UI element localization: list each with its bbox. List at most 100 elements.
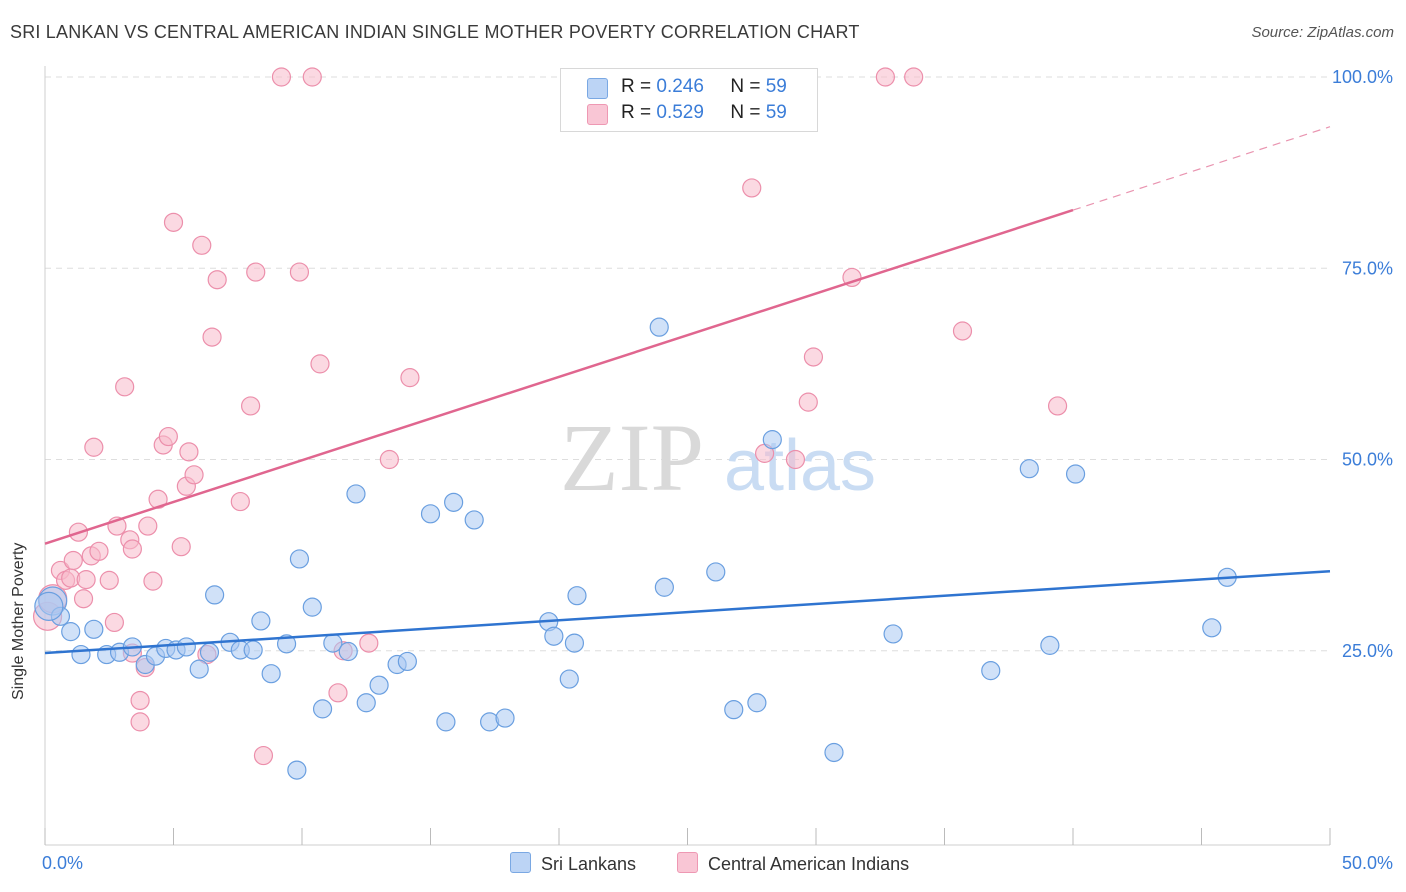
bottom-legend-sri-lankans: Sri Lankans — [510, 852, 636, 875]
data-point — [742, 178, 762, 198]
n-label: N = — [730, 102, 761, 123]
data-point — [122, 539, 142, 559]
data-point — [179, 442, 199, 462]
bottom-legend-central-american-indians: Central American Indians — [677, 852, 909, 875]
data-point — [356, 693, 376, 713]
bottom-legend-swatch-blue — [510, 852, 531, 873]
data-point — [189, 659, 209, 679]
data-point — [1040, 635, 1060, 655]
trend-line-extrapolated — [1072, 126, 1331, 211]
data-point — [706, 562, 726, 582]
data-point — [199, 642, 220, 662]
data-point — [138, 516, 158, 536]
r-value: 0.529 — [656, 102, 704, 123]
data-point — [952, 321, 973, 341]
data-point — [495, 708, 515, 728]
trend-lines — [44, 126, 1331, 655]
data-point — [824, 742, 844, 763]
data-point — [1019, 459, 1039, 479]
data-point — [444, 492, 464, 512]
data-point — [785, 449, 806, 470]
data-point — [420, 504, 441, 524]
data-point — [302, 597, 322, 617]
data-point — [230, 491, 250, 512]
data-point — [89, 541, 109, 561]
watermark-zip: ZIP — [560, 404, 704, 511]
data-point — [289, 549, 310, 569]
data-point — [1047, 396, 1068, 416]
grid — [45, 76, 1330, 652]
data-point — [261, 664, 281, 684]
data-point — [842, 267, 862, 288]
bottom-legend-label: Sri Lankans — [541, 854, 637, 874]
data-point — [271, 67, 292, 87]
data-point — [762, 430, 782, 450]
tick-labels: 25.0% 50.0% 75.0% 100.0% 0.0% 50.0% — [42, 67, 1393, 873]
bottom-legend-swatch-pink — [677, 852, 698, 873]
data-point — [251, 611, 271, 631]
data-point — [649, 317, 669, 337]
r-label: R = — [621, 102, 652, 123]
legend-swatch-blue — [587, 78, 608, 99]
data-point — [73, 589, 94, 609]
trend-line — [44, 569, 1331, 655]
data-point — [253, 745, 274, 766]
data-point — [202, 327, 222, 347]
series-sri-lankans — [34, 317, 1237, 780]
correlation-legend: R = 0.246 N = 59 R = 0.529 N = 59 — [560, 68, 818, 132]
data-point — [276, 634, 297, 654]
data-point — [346, 484, 366, 504]
n-value: 59 — [765, 76, 787, 97]
data-point — [241, 396, 261, 416]
data-point — [243, 640, 263, 660]
data-point — [359, 633, 379, 653]
data-point — [163, 212, 184, 232]
data-point — [564, 633, 585, 653]
data-point — [143, 571, 163, 591]
n-value: 59 — [765, 102, 787, 123]
series-central-american-indians — [32, 67, 1068, 766]
data-point — [184, 465, 204, 485]
y-tick-label: 100.0% — [1332, 67, 1393, 87]
data-point — [63, 550, 83, 571]
data-point — [544, 626, 564, 646]
data-point — [1065, 464, 1086, 484]
chart-title: SRI LANKAN VS CENTRAL AMERICAN INDIAN SI… — [10, 22, 860, 42]
data-point — [400, 368, 420, 388]
data-point — [904, 67, 924, 87]
data-point — [130, 712, 150, 732]
bottom-legend-label: Central American Indians — [708, 854, 910, 874]
data-point — [328, 683, 348, 703]
data-point — [158, 426, 178, 447]
data-point — [883, 624, 903, 644]
data-point — [379, 449, 399, 470]
data-point — [567, 586, 587, 606]
data-point — [875, 67, 895, 87]
data-point — [171, 537, 191, 557]
data-point — [205, 585, 225, 605]
data-point — [104, 612, 124, 633]
data-point — [61, 622, 81, 642]
x-tick-label: 50.0% — [1342, 853, 1393, 873]
data-point — [84, 619, 104, 639]
data-point — [369, 675, 389, 695]
data-point — [289, 262, 310, 282]
data-point — [310, 354, 330, 374]
data-point — [464, 510, 484, 530]
data-point — [207, 270, 227, 290]
data-point — [130, 690, 150, 711]
trend-line — [44, 208, 1074, 545]
data-point — [724, 700, 744, 720]
y-axis-label: Single Mother Poverty — [10, 542, 27, 700]
data-point — [76, 570, 96, 590]
legend-text: R = 0.529 N = 59 — [621, 102, 787, 124]
data-point — [798, 392, 818, 412]
n-label: N = — [730, 76, 761, 97]
x-tick-label: 0.0% — [42, 853, 83, 873]
r-value: 0.246 — [656, 76, 704, 97]
data-point — [803, 347, 824, 367]
data-point — [436, 712, 456, 732]
y-tick-label: 50.0% — [1342, 450, 1393, 470]
legend-text: R = 0.246 N = 59 — [621, 76, 787, 98]
